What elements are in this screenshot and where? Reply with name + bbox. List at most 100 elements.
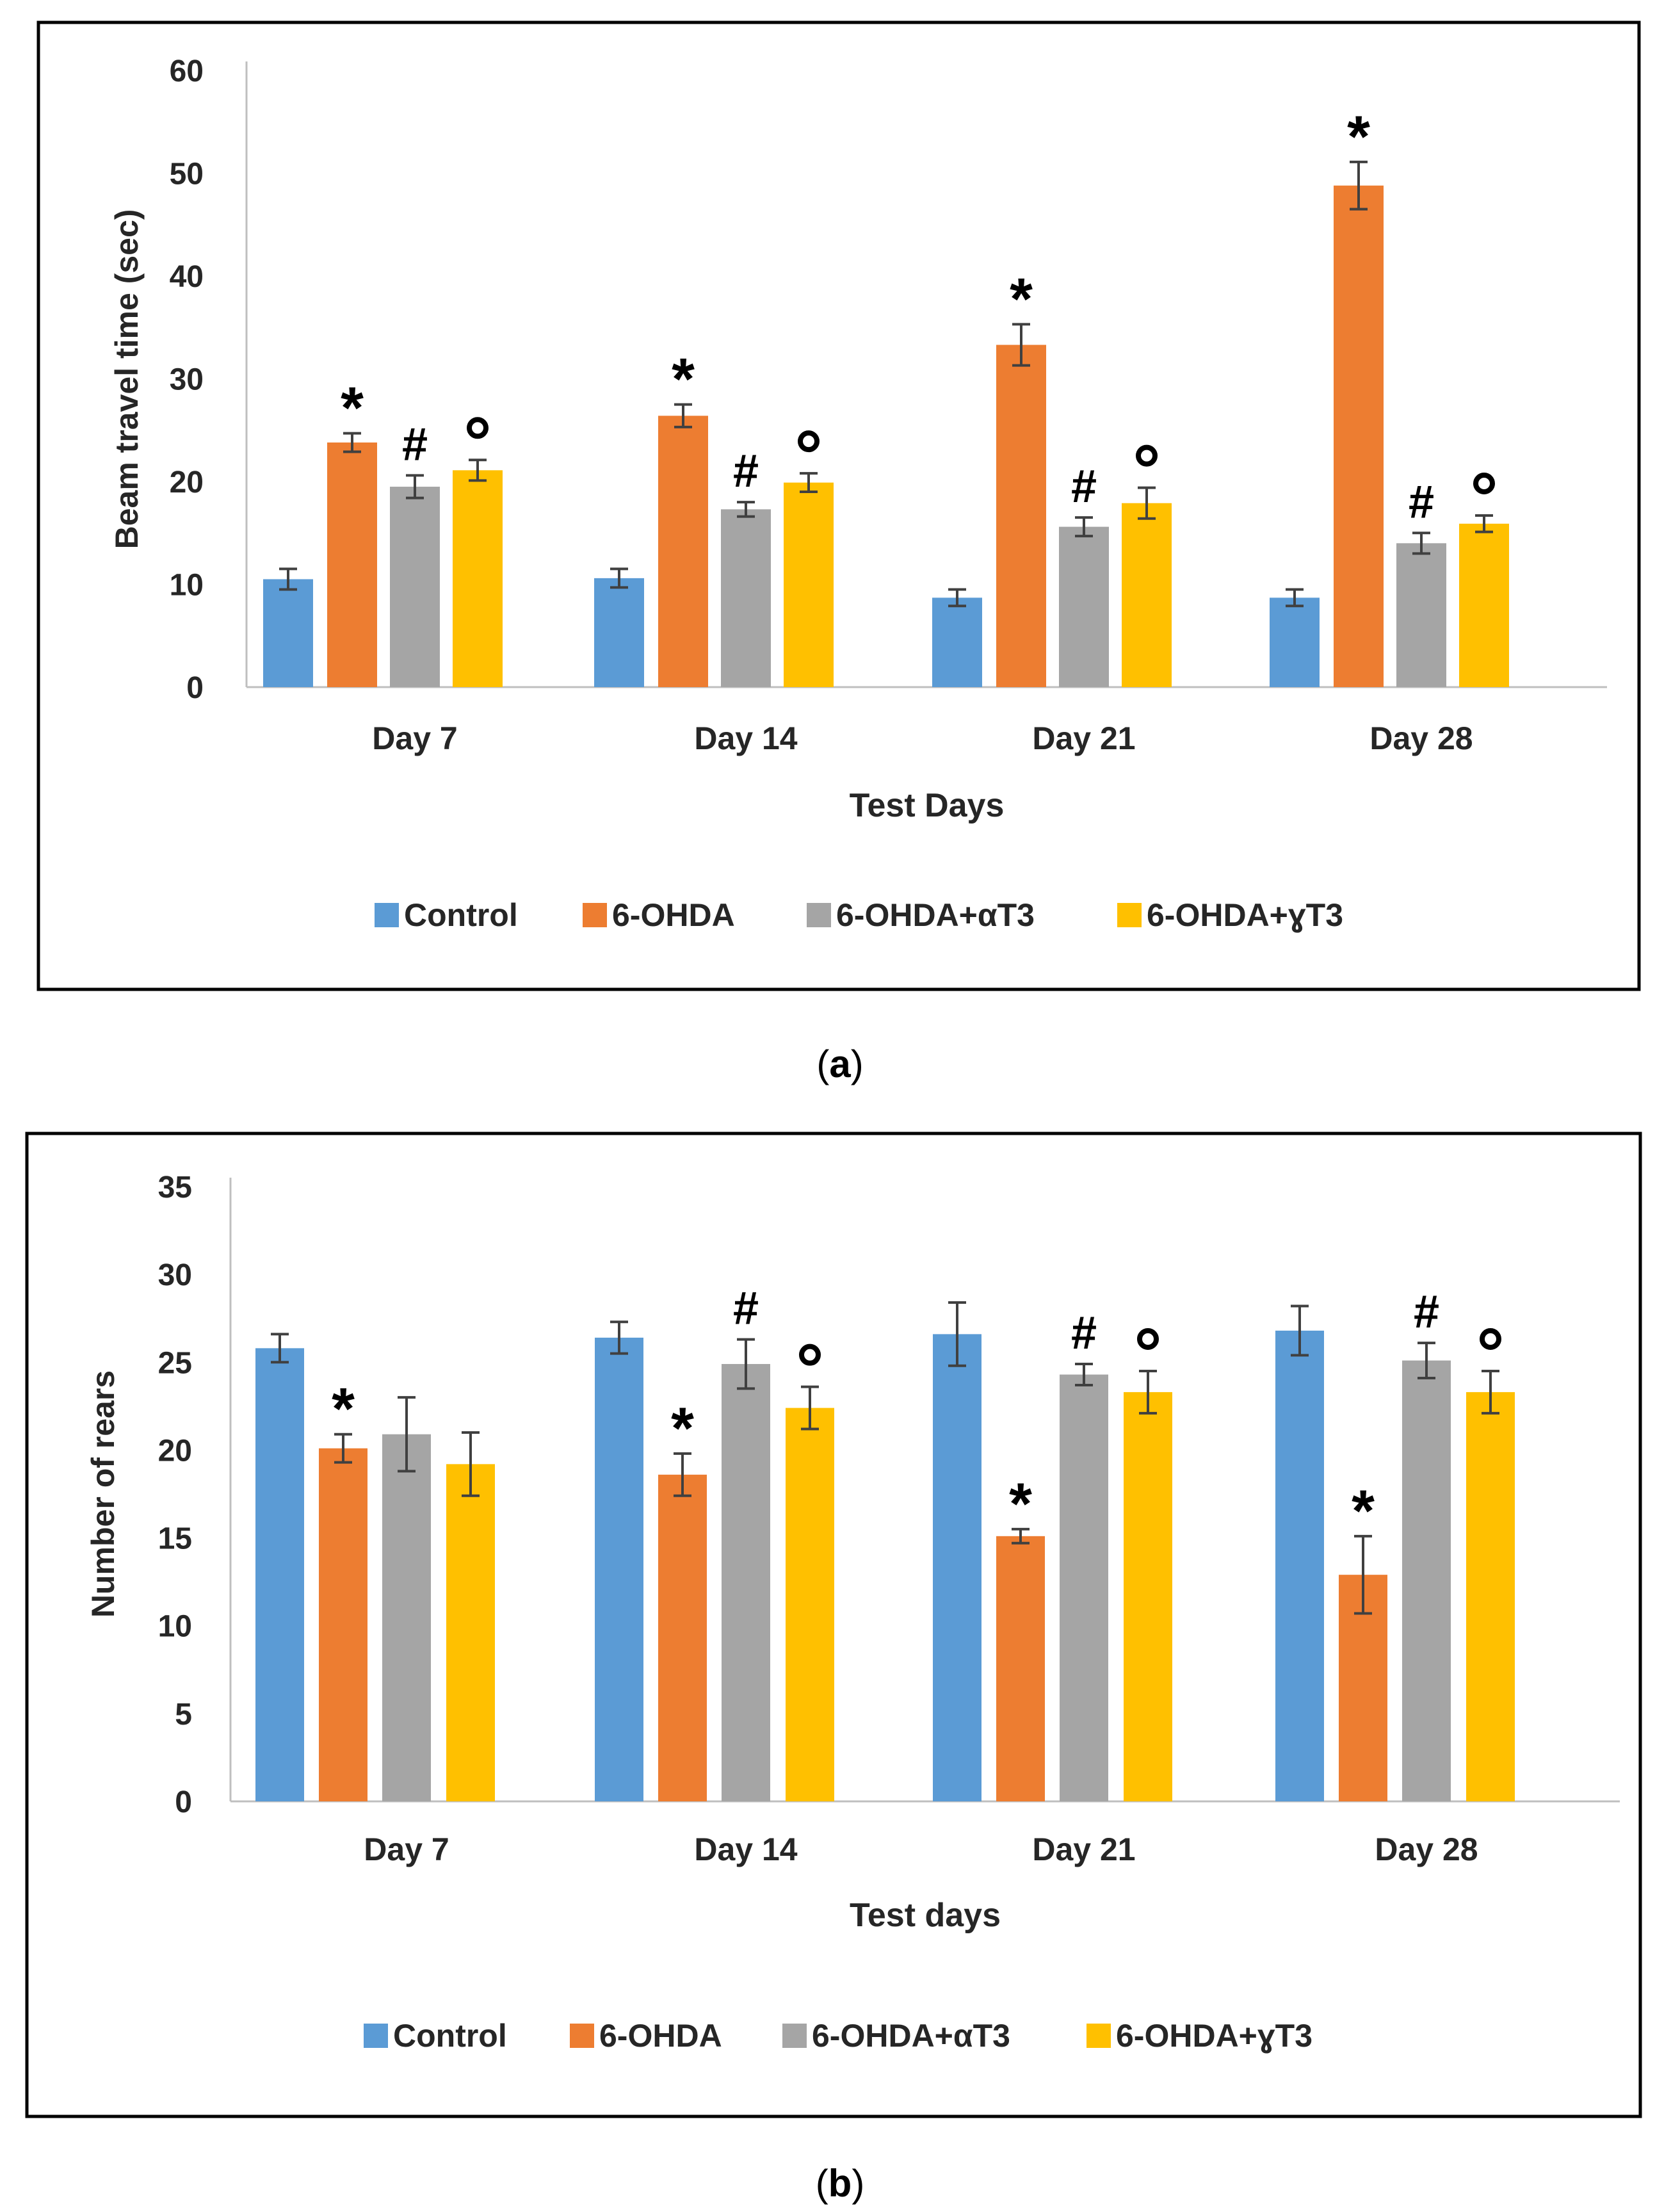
x-tick-label: Day 28	[1369, 720, 1473, 756]
legend-label: Control	[393, 2018, 507, 2054]
y-tick-label: 35	[158, 1171, 192, 1205]
x-tick-label: Day 28	[1375, 1831, 1478, 1867]
x-tick-label: Day 14	[694, 1831, 797, 1867]
bar	[263, 579, 313, 687]
bar	[786, 1408, 834, 1801]
y-tick-label: 5	[175, 1698, 192, 1732]
significance-marker-circle	[799, 1343, 821, 1366]
bar	[1275, 1330, 1324, 1801]
legend-swatch	[570, 2024, 594, 2048]
significance-marker-circle	[1473, 472, 1495, 494]
bar	[1059, 526, 1109, 687]
significance-marker-circle	[467, 417, 489, 439]
significance-marker-star: *	[1352, 1479, 1375, 1544]
legend-label: 6-OHDA+ɣT3	[1147, 897, 1343, 933]
bar	[658, 416, 708, 687]
y-tick-label: 60	[170, 54, 204, 88]
y-tick-label: 0	[175, 1785, 192, 1819]
y-tick-label: 30	[170, 363, 204, 397]
bar	[1124, 1392, 1172, 1801]
legend-swatch	[375, 903, 399, 927]
significance-marker-circle	[1137, 1328, 1159, 1350]
y-tick-label: 10	[170, 569, 204, 603]
significance-marker-circle	[798, 430, 820, 453]
legend-swatch	[807, 903, 831, 927]
significance-marker-star: *	[1010, 266, 1033, 332]
legend-swatch	[1086, 2024, 1111, 2048]
panel-label-b: (b)	[816, 2162, 865, 2205]
bar	[1122, 503, 1172, 687]
bar	[721, 509, 771, 687]
significance-marker-hash: #	[1409, 476, 1434, 528]
bar	[1060, 1374, 1108, 1801]
bar	[453, 470, 503, 687]
y-tick-label: 50	[170, 158, 204, 191]
x-axis-title: Test days	[850, 1897, 1001, 1934]
y-axis-title: Number of rears	[85, 1370, 121, 1618]
bar	[1459, 523, 1509, 687]
significance-marker-hash: #	[402, 419, 428, 470]
chart-frame	[36, 20, 1641, 991]
bar	[996, 1536, 1045, 1801]
bar	[1402, 1360, 1451, 1801]
x-tick-label: Day 21	[1032, 720, 1135, 756]
legend-swatch	[364, 2024, 388, 2048]
x-tick-label: Day 14	[694, 720, 797, 756]
significance-marker-star: *	[672, 347, 695, 412]
x-tick-label: Day 7	[364, 1831, 449, 1867]
y-tick-label: 20	[158, 1434, 192, 1468]
significance-marker-star: *	[341, 376, 364, 441]
bar	[1396, 543, 1446, 687]
significance-marker-star: *	[1009, 1472, 1032, 1537]
bar	[255, 1348, 304, 1801]
bar	[722, 1364, 770, 1801]
bar	[933, 1334, 981, 1801]
significance-marker-hash: #	[733, 1283, 759, 1335]
legend-label: 6-OHDA	[599, 2018, 722, 2054]
legend-swatch	[1117, 903, 1142, 927]
legend-swatch	[782, 2024, 807, 2048]
significance-marker-hash: #	[1414, 1287, 1439, 1338]
bar	[658, 1474, 707, 1801]
y-tick-label: 10	[158, 1610, 192, 1644]
significance-marker-hash: #	[1071, 1308, 1097, 1359]
bar	[382, 1434, 431, 1801]
significance-marker-star: *	[1347, 104, 1370, 170]
bar	[1334, 185, 1384, 687]
x-tick-label: Day 7	[372, 720, 457, 756]
chart-a: 0 10 20 30 40 50 60 Beam travel time (sec) Day 7…	[36, 20, 1641, 991]
panel-label-a: (a)	[816, 1043, 863, 1085]
bar	[1466, 1392, 1515, 1801]
significance-marker-circle	[1136, 444, 1158, 467]
y-tick-label: 25	[158, 1346, 192, 1380]
legend-label: 6-OHDA+αT3	[812, 2018, 1010, 2054]
y-tick-label: 20	[170, 466, 204, 499]
bar	[446, 1464, 495, 1801]
significance-marker-star: *	[671, 1396, 694, 1461]
significance-marker-hash: #	[1071, 461, 1097, 512]
y-tick-label: 40	[170, 260, 204, 294]
significance-marker-star: *	[332, 1377, 355, 1442]
legend-label: 6-OHDA+αT3	[836, 897, 1035, 933]
legend-swatch	[583, 903, 607, 927]
legend-label: 6-OHDA+ɣT3	[1116, 2018, 1312, 2054]
bar	[996, 345, 1046, 687]
bar	[784, 482, 834, 687]
bar	[390, 487, 440, 687]
y-tick-label: 15	[158, 1522, 192, 1556]
bar	[319, 1448, 368, 1801]
bar	[1270, 597, 1320, 687]
bar	[932, 597, 982, 687]
significance-marker-circle	[1480, 1328, 1501, 1350]
x-axis-title: Test Days	[850, 787, 1005, 824]
y-tick-label: 0	[186, 671, 204, 705]
y-tick-label: 30	[158, 1258, 192, 1292]
x-tick-label: Day 21	[1032, 1831, 1135, 1867]
bar	[327, 442, 377, 687]
legend-label: Control	[404, 897, 518, 933]
bar	[594, 578, 644, 687]
significance-marker-hash: #	[733, 446, 759, 497]
legend-label: 6-OHDA	[612, 897, 735, 933]
chart-b: 0 5 10 15 20 25 30 35 Number of rears Day 7 Day 14…	[25, 1132, 1642, 2118]
